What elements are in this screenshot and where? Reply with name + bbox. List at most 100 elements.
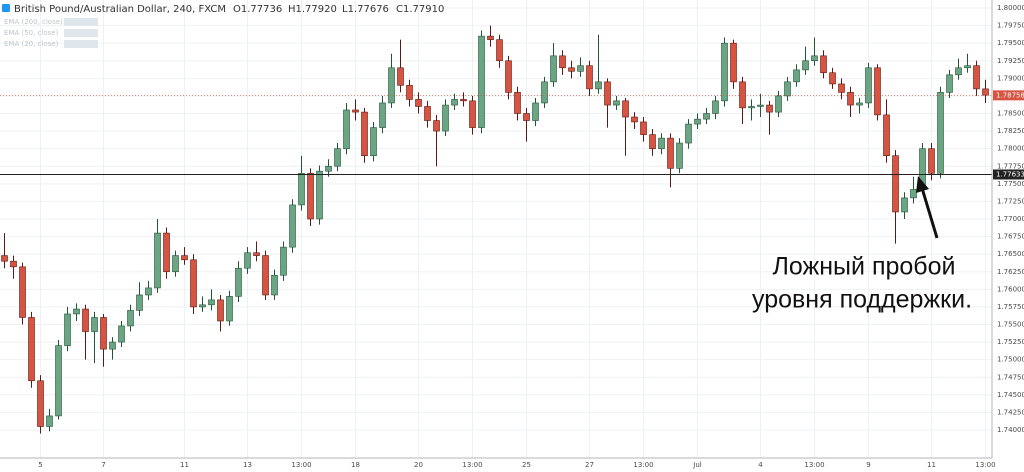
- candle-body: [649, 134, 656, 149]
- x-tick-label: 27: [585, 461, 594, 469]
- y-tick-label: 1.78000: [997, 145, 1024, 153]
- candle-body: [343, 109, 350, 149]
- candle-body: [793, 69, 800, 83]
- candle-body: [631, 116, 638, 123]
- candle-body: [325, 165, 332, 172]
- candle-body: [766, 104, 773, 113]
- y-tick-label: 1.78500: [997, 110, 1024, 118]
- y-tick-label: 1.79500: [997, 39, 1024, 47]
- candle-body: [847, 92, 854, 106]
- x-tick-label: 13:00: [804, 461, 824, 469]
- candle-body: [406, 85, 413, 100]
- candle-body: [622, 100, 629, 118]
- y-tick-label: 1.75250: [997, 338, 1024, 346]
- y-tick-label: 1.74500: [997, 391, 1024, 399]
- y-tick-label: 1.79750: [997, 22, 1024, 30]
- candle-body: [496, 39, 503, 62]
- y-tick-label: 1.76500: [997, 250, 1024, 258]
- x-tick-label: 18: [351, 461, 360, 469]
- plot: [0, 25, 992, 434]
- candle-body: [757, 104, 764, 107]
- candle-body: [910, 189, 917, 199]
- indicator-buttons[interactable]: [64, 18, 98, 26]
- y-tick-label: 1.74250: [997, 408, 1024, 416]
- y-tick-label: 1.76000: [997, 285, 1024, 293]
- y-tick-label: 1.80000: [997, 4, 1024, 12]
- axes: 1.80000 1.79750 1.79500 1.79250 1.79000 1.787…: [38, 4, 1024, 469]
- header: British Pound/Australian Dollar, 240, FX…: [2, 4, 444, 48]
- candle-body: [721, 42, 728, 102]
- y-tick-label: 1.75000: [997, 356, 1024, 364]
- level-tag: [993, 169, 1024, 180]
- candle-body: [784, 81, 791, 97]
- candle-body: [469, 100, 476, 128]
- candle-body: [901, 197, 908, 213]
- annotation: Ложный пробой уровня поддержки.: [752, 176, 972, 314]
- y-tick-label: 1.77250: [997, 197, 1024, 205]
- candle-body: [595, 81, 602, 90]
- y-tick-label: 1.77000: [997, 215, 1024, 223]
- ohlc-high: H1.77920: [288, 4, 337, 15]
- x-tick-label: 13:00: [291, 461, 311, 469]
- indicator-buttons[interactable]: [64, 29, 98, 37]
- x-tick-label: 11: [180, 461, 189, 469]
- candle-body: [73, 308, 80, 315]
- candle-body: [478, 35, 485, 128]
- candle-body: [712, 100, 719, 114]
- candle-body: [82, 308, 89, 332]
- candle-body: [91, 317, 98, 332]
- candle-body: [262, 255, 269, 296]
- candle-body: [127, 310, 134, 327]
- candle-body: [739, 81, 746, 109]
- candle-body: [316, 170, 323, 220]
- candle-body: [874, 67, 881, 116]
- candle-body: [235, 267, 242, 297]
- candle-body: [442, 104, 449, 132]
- candle-body: [820, 55, 827, 74]
- candle-body: [865, 67, 872, 104]
- candle-body: [973, 65, 980, 90]
- candle-body: [802, 60, 809, 71]
- price-axis-bg: [992, 0, 1024, 472]
- candle-body: [109, 341, 116, 350]
- candle-body: [118, 325, 125, 343]
- y-tick-label: 1.79000: [997, 74, 1024, 82]
- candle-body: [1, 255, 8, 262]
- candle-body: [829, 72, 836, 85]
- candle-body: [577, 65, 584, 72]
- candle-body: [676, 142, 683, 169]
- x-tick-label: 13:00: [633, 461, 653, 469]
- candle-body: [604, 81, 611, 106]
- annotation-arrow-head: [916, 176, 929, 193]
- candle-body: [289, 204, 296, 248]
- candle-body: [892, 155, 899, 213]
- y-tick-label: 1.76750: [997, 233, 1024, 241]
- candle-body: [550, 55, 557, 83]
- candle-body: [208, 299, 215, 306]
- candle-body: [523, 113, 530, 121]
- candle-body: [775, 95, 782, 113]
- candle-body: [982, 88, 989, 96]
- candle-body: [964, 65, 971, 69]
- candle-body: [307, 172, 314, 220]
- candle-body: [334, 148, 341, 167]
- annotation-text: Ложный пробой: [773, 253, 956, 281]
- x-tick-label: 9: [866, 461, 870, 469]
- last-price-tag: [993, 90, 1024, 101]
- indicator-buttons[interactable]: [64, 40, 98, 48]
- candle-body: [217, 299, 224, 322]
- candle-body: [370, 127, 377, 156]
- candle-body: [46, 415, 53, 427]
- last-price-label: 1.78758: [996, 91, 1024, 99]
- x-tick-label: 20: [414, 461, 423, 469]
- candle-body: [541, 81, 548, 104]
- candle-body: [244, 252, 251, 269]
- candle-body: [514, 92, 521, 114]
- candle-body: [271, 274, 278, 296]
- candle-body: [19, 266, 26, 318]
- candle-body: [748, 106, 755, 109]
- y-tick-label: 1.77500: [997, 180, 1024, 188]
- annotation-arrow: [920, 187, 939, 239]
- candle-body: [64, 313, 71, 346]
